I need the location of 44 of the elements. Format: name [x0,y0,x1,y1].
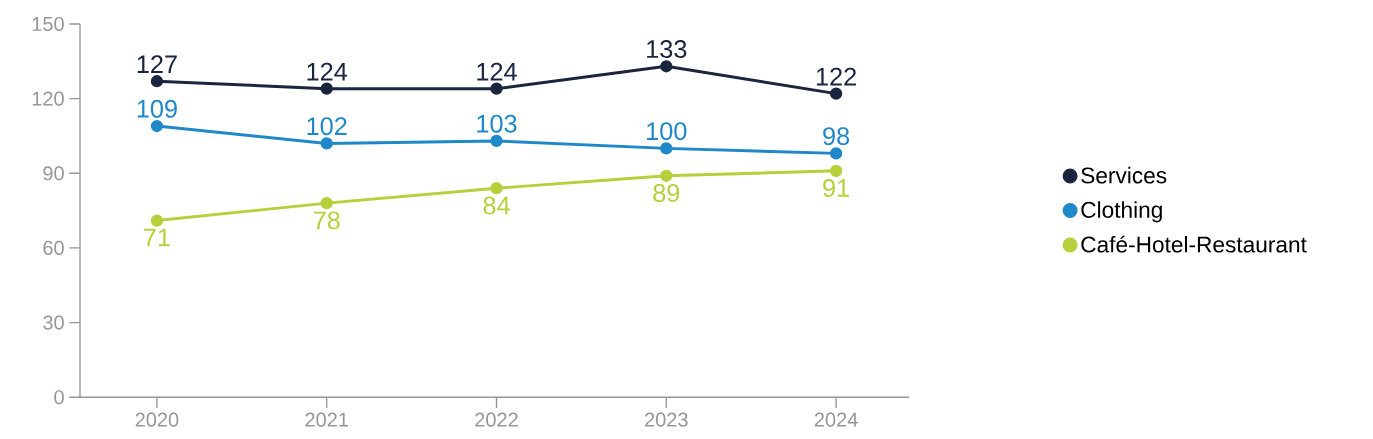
point [320,137,333,150]
data-label: 127 [137,55,177,74]
point [490,182,503,195]
y-tick-label: 90 [43,166,64,181]
point [829,87,843,101]
legend-label: Clothing [1081,201,1162,223]
point [660,169,673,183]
data-label: 124 [477,62,517,81]
point [320,82,333,96]
point [829,164,843,178]
data-label: 100 [647,122,687,141]
y-tick-label: 60 [43,241,64,256]
y-tick-label: 30 [43,315,64,330]
data-label: 103 [477,114,517,133]
data-label: 89 [653,184,680,203]
x-tick-label: 2024 [814,412,858,427]
point [150,120,164,133]
point [490,135,503,148]
x-tick-label: 2022 [475,412,518,427]
x-tick-label: 2021 [305,412,348,427]
data-label: 124 [307,62,348,81]
y-tick-label: 120 [32,91,64,106]
legend-label: Services [1081,167,1167,184]
data-label: 133 [647,40,687,59]
y-tick-label: 0 [54,390,64,405]
data-label: 122 [816,67,856,86]
point [150,214,164,227]
legend-label: Café-Hotel-Restaurant [1081,235,1307,253]
point [660,60,673,73]
x-tick-label: 2020 [135,412,179,427]
point [829,147,843,160]
data-label: 78 [313,211,340,230]
point [660,142,673,155]
data-label: 102 [307,117,347,136]
point [490,82,503,96]
data-label: 84 [483,196,510,215]
data-label: 71 [144,229,170,247]
y-tick-label: 150 [32,17,64,32]
point [320,197,333,210]
data-label: 91 [823,179,849,198]
x-tick-label: 2023 [645,412,688,427]
data-label: 109 [137,100,177,118]
point [150,75,164,88]
data-label: 98 [823,127,850,146]
